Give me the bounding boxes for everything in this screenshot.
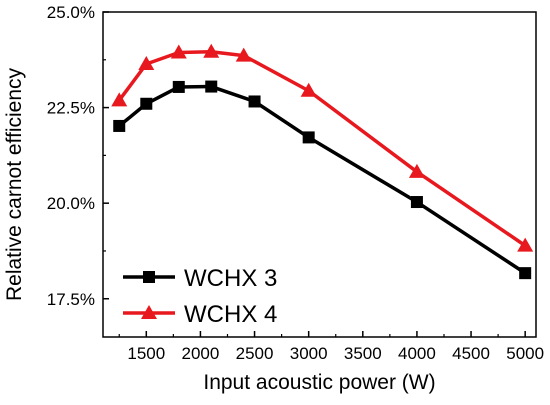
data-point: [235, 47, 252, 62]
y-tick-label: 22.5%: [47, 99, 95, 118]
data-point: [111, 92, 128, 107]
data-point: [302, 131, 315, 144]
data-point: [408, 163, 425, 178]
x-tick-label: 2500: [236, 344, 274, 363]
series-line: [117, 50, 527, 248]
data-point: [248, 95, 261, 108]
data-point: [138, 56, 155, 70]
series-1: [113, 80, 532, 280]
plot-area: [102, 11, 537, 338]
x-tick-label: 5000: [506, 344, 544, 363]
y-tick-label: 20.0%: [47, 194, 95, 213]
x-tick-label: 4500: [452, 344, 490, 363]
x-tick-label: 3000: [290, 344, 328, 363]
series-2: [111, 43, 534, 252]
x-tick-label: 3500: [344, 344, 382, 363]
data-point: [170, 44, 187, 59]
data-point: [203, 43, 220, 58]
data-point: [300, 82, 317, 97]
data-point: [205, 80, 218, 93]
plot-frame: [102, 11, 537, 338]
data-point: [519, 267, 532, 280]
x-axis-title: Input acoustic power (W): [203, 371, 435, 394]
y-tick-label: 25.0%: [47, 3, 95, 22]
data-point: [172, 80, 185, 93]
legend-item-1: WCHX 3: [123, 265, 277, 292]
legend: WCHX 3 WCHX 4: [123, 265, 277, 328]
legend-label: WCHX 3: [184, 265, 277, 292]
y-axis-title: Relative carnot efficiency: [3, 67, 26, 301]
x-tick-label: 2000: [182, 344, 220, 363]
legend-marker: [143, 271, 155, 283]
series-line: [118, 84, 527, 275]
data-point: [113, 119, 126, 132]
data-point: [140, 97, 153, 110]
series-layer: [111, 43, 534, 280]
x-tick-label: 1500: [127, 344, 165, 363]
data-point: [410, 196, 423, 209]
y-tick-label: 17.5%: [47, 290, 95, 309]
legend-label: WCHX 4: [184, 301, 277, 328]
x-axis-ticks: 1500 2000 2500 3000 3500 4000 4500 5000: [118, 331, 544, 363]
x-tick-label: 4000: [398, 344, 436, 363]
legend-marker: [141, 305, 157, 319]
data-point: [517, 237, 534, 252]
y-axis-ticks: 17.5% 20.0% 22.5% 25.0%: [47, 3, 109, 309]
legend-item-2: WCHX 4: [123, 301, 277, 328]
